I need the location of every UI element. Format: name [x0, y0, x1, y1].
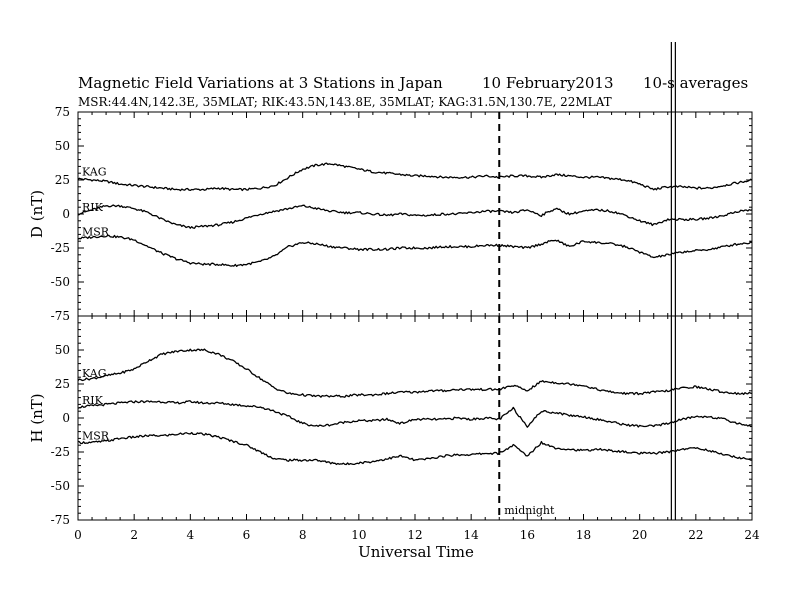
series-line-msr — [77, 234, 753, 267]
y-tick-label: -50 — [51, 275, 70, 289]
y-tick-label: -25 — [51, 445, 70, 459]
series-line-kag — [77, 348, 753, 398]
x-tick-label: 18 — [576, 528, 591, 542]
x-tick-label: 12 — [407, 528, 422, 542]
series-label-rik: RIK — [82, 394, 104, 407]
x-tick-label: 6 — [243, 528, 251, 542]
panel-frame — [77, 111, 753, 317]
series-label-kag: KAG — [82, 166, 107, 179]
stations-info: MSR:44.4N,142.3E, 35MLAT; RIK:43.5N,143.… — [78, 95, 612, 109]
y-tick-label: 0 — [62, 207, 70, 221]
x-tick-label: 22 — [688, 528, 703, 542]
series-label-msr: MSR — [82, 429, 110, 442]
y-tick-label: 25 — [55, 173, 70, 187]
x-tick-label: 10 — [351, 528, 366, 542]
x-tick-label: 24 — [744, 528, 760, 542]
x-tick-label: 4 — [187, 528, 195, 542]
y-tick-label: 50 — [55, 343, 70, 357]
x-tick-label: 14 — [464, 528, 480, 542]
y-tick-label: -75 — [51, 513, 70, 527]
x-axis-label: Universal Time — [358, 543, 474, 561]
y-tick-label: 25 — [55, 377, 70, 391]
x-tick-label: 16 — [520, 528, 535, 542]
x-tick-label: 0 — [74, 528, 82, 542]
y-tick-label: 75 — [55, 105, 70, 119]
x-tick-label: 20 — [632, 528, 647, 542]
panel-frame — [77, 315, 753, 521]
y-tick-label: -25 — [51, 241, 70, 255]
series-label-kag: KAG — [82, 367, 107, 380]
series-line-kag — [77, 162, 753, 192]
averaging-label: 10-s averages — [643, 74, 748, 92]
series-label-rik: RIK — [82, 201, 104, 214]
y-axis-label: D (nT) — [28, 190, 46, 238]
y-axis-label: H (nT) — [28, 393, 46, 442]
series-label-msr: MSR — [82, 225, 110, 238]
midnight-label: midnight — [504, 504, 555, 517]
x-tick-label: 8 — [299, 528, 307, 542]
y-tick-label: 50 — [55, 139, 70, 153]
chart-title: Magnetic Field Variations at 3 Stations … — [78, 74, 443, 92]
chart-date: 10 February2013 — [482, 74, 614, 92]
series-line-msr — [77, 431, 753, 466]
x-tick-label: 2 — [130, 528, 138, 542]
y-tick-label: -75 — [51, 309, 70, 323]
y-tick-label: -50 — [51, 479, 70, 493]
series-line-rik — [77, 204, 753, 229]
series-line-rik — [77, 400, 753, 428]
y-tick-label: 0 — [62, 411, 70, 425]
